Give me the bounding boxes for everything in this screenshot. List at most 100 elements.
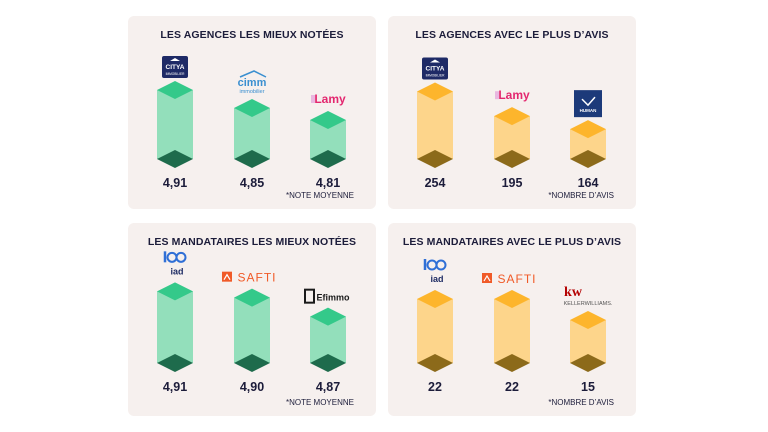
bar-value-label: 4,87 (316, 380, 340, 394)
brand-logo: SAFTI (222, 271, 276, 285)
bar-0: 254 (417, 82, 453, 190)
bar-1: 22 (494, 290, 530, 394)
bar-cap (310, 111, 346, 129)
chart-note: *NOTE MOYENNE (285, 398, 354, 407)
logo-text: HUMAN (580, 108, 597, 113)
bar-body (417, 91, 453, 159)
logo-text: Lamy (498, 88, 530, 102)
bar-body (417, 299, 453, 363)
bar-body (234, 297, 270, 363)
logo-text: iad (430, 274, 443, 284)
brand-logo: Efimmo (304, 288, 350, 304)
chart-title: LES AGENCES AVEC LE PLUS D’AVIS (415, 29, 609, 41)
citya-roof-icon (430, 59, 440, 63)
bar-2: 164 (570, 120, 606, 190)
chart-card-top-rated-agents: LES MANDATAIRES LES MIEUX NOTÉES 4,91 iad… (128, 223, 376, 416)
bar-1: 4,90 (234, 288, 270, 394)
bar-value-label: 164 (578, 176, 599, 190)
kw-mark-icon: kw (564, 285, 583, 300)
brand-logo: iad (423, 259, 447, 284)
chart-title: LES AGENCES LES MIEUX NOTÉES (160, 29, 344, 41)
logo-subtext: immobilier (239, 89, 264, 95)
bar-value-label: 22 (428, 380, 442, 394)
bar-1: 4,85 (234, 99, 270, 190)
lamy-mark-icon (495, 91, 499, 100)
bar-0: 4,91 (157, 282, 193, 394)
safti-house-icon (222, 271, 232, 282)
bar-2: 4,87 (310, 307, 346, 394)
iad-circle-icon (435, 259, 447, 271)
citya-roof-icon (170, 58, 180, 61)
chart-note: *NOTE MOYENNE (285, 191, 354, 200)
bar-value-label: 4,81 (316, 176, 340, 190)
bar-0: 22 (417, 290, 453, 394)
bar-value-label: 195 (502, 176, 523, 190)
safti-roof-icon (483, 274, 491, 282)
bar-cap (417, 290, 453, 308)
bar-value-label: 4,91 (163, 176, 187, 190)
bar-value-label: 15 (581, 380, 595, 394)
bar-2: 4,81 (310, 111, 346, 190)
efimmo-mark-icon (304, 288, 315, 304)
bar-base (417, 354, 453, 372)
bar-cap (234, 99, 270, 117)
bar-body (157, 90, 193, 159)
logo-text: cimm (238, 77, 267, 89)
logo-text: Lamy (314, 92, 346, 106)
human-bird-icon (581, 96, 596, 107)
logo-text: Efimmo (316, 293, 350, 303)
bar-cap (570, 120, 606, 139)
bar-body (494, 299, 530, 363)
safti-roof-icon (223, 273, 231, 280)
bar-base (570, 354, 606, 372)
chart-card-most-reviewed-agencies: LES AGENCES AVEC LE PLUS D’AVIS 254 CITYA… (388, 16, 636, 209)
bar-2: 15 (570, 311, 606, 394)
bar-value-label: 4,91 (163, 380, 187, 394)
logo-text: KELLERWILLIAMS. (564, 301, 613, 307)
logo-text: CITYA (426, 66, 445, 73)
logo-text: SAFTI (237, 271, 276, 285)
bar-value-label: 254 (425, 176, 446, 190)
chart-svg: 4,91 iad 4,90 SAFTI 4,87 Efimmo (157, 251, 350, 394)
bar-0: 4,91 (157, 81, 193, 190)
iad-circle-icon (426, 259, 438, 271)
bar-base (310, 150, 346, 168)
logo-text: iad (170, 266, 183, 276)
brand-logo: Lamy (311, 92, 346, 106)
bar-cap (494, 107, 530, 126)
citya-logo-bg (422, 57, 448, 80)
chart-title: LES MANDATAIRES LES MIEUX NOTÉES (147, 236, 357, 248)
safti-house-icon (482, 273, 492, 283)
logo-subtext: IMMOBILIER (166, 72, 185, 76)
bar-base (157, 354, 193, 372)
logo-subtext: IMMOBILIER (426, 74, 445, 78)
bar-1: 195 (494, 107, 530, 190)
logo-text: CITYA (166, 64, 185, 71)
bar-value-label: 22 (505, 380, 519, 394)
brand-logo: SAFTI (482, 272, 536, 286)
lamy-mark-icon (311, 95, 315, 103)
bar-cap (417, 82, 453, 101)
bar-cap (494, 290, 530, 308)
bar-base (417, 150, 453, 168)
bar-body (157, 291, 193, 363)
human-logo-bg (574, 90, 602, 118)
bar-base (494, 150, 530, 168)
bar-cap (157, 81, 193, 99)
bar-cap (157, 282, 193, 301)
citya-logo-bg (162, 56, 188, 78)
bar-base (310, 354, 346, 372)
bar-base (494, 354, 530, 372)
chart-card-most-reviewed-agents: LES MANDATAIRES AVEC LE PLUS D’AVIS 22 ia… (388, 223, 636, 416)
chart-title: LES MANDATAIRES AVEC LE PLUS D’AVIS (402, 236, 622, 248)
brand-logo: HUMAN (574, 90, 602, 118)
bar-value-label: 4,85 (240, 176, 264, 190)
iad-circle-icon (166, 251, 178, 263)
